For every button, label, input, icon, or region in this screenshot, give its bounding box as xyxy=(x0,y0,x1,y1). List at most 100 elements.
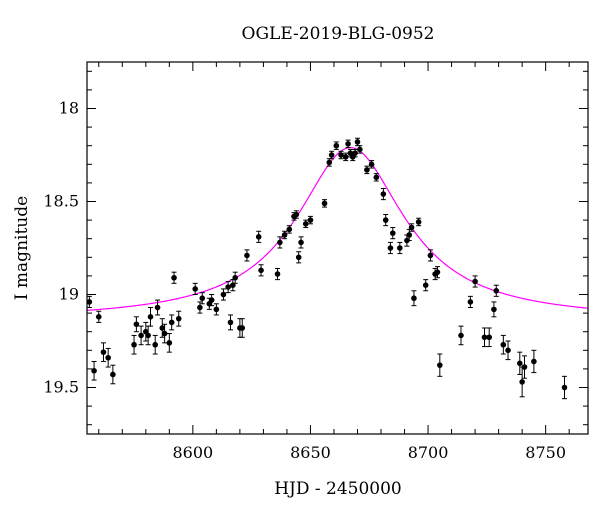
data-point xyxy=(286,225,293,234)
data-point-marker xyxy=(95,314,102,320)
data-point xyxy=(295,251,302,264)
data-point xyxy=(138,325,144,346)
data-point-marker xyxy=(415,219,422,225)
data-point xyxy=(519,366,525,398)
data-point-marker xyxy=(561,384,568,391)
data-point xyxy=(352,148,358,158)
data-point xyxy=(175,310,182,327)
data-point-marker xyxy=(397,245,403,251)
data-point xyxy=(227,314,234,331)
x-axis-label: HJD - 2450000 xyxy=(274,479,402,499)
data-point-marker xyxy=(197,304,203,311)
data-point xyxy=(274,267,281,281)
x-tick-label: 8650 xyxy=(290,443,331,462)
data-point-marker xyxy=(302,221,309,227)
data-point-marker xyxy=(159,325,166,331)
data-point-marker xyxy=(357,146,363,153)
data-point xyxy=(422,279,429,292)
data-point-marker xyxy=(199,295,206,302)
data-point-marker xyxy=(154,304,161,311)
data-point xyxy=(397,241,403,255)
data-point-marker xyxy=(281,232,288,238)
data-point xyxy=(408,223,415,232)
data-point-marker xyxy=(364,167,370,173)
data-point xyxy=(192,282,198,295)
data-point xyxy=(373,173,380,182)
data-point-marker xyxy=(387,245,394,251)
data-point-marker xyxy=(472,278,478,285)
axis-ticks xyxy=(87,62,588,434)
data-point xyxy=(161,323,168,344)
data-point-marker xyxy=(175,315,182,322)
data-point xyxy=(100,342,107,362)
data-point xyxy=(232,271,238,284)
data-point-marker xyxy=(293,211,300,218)
data-point xyxy=(281,230,288,240)
data-point xyxy=(338,150,344,160)
data-point xyxy=(86,295,93,309)
data-point xyxy=(561,375,568,400)
data-point-marker xyxy=(192,286,198,292)
data-point-marker xyxy=(168,319,175,326)
data-point xyxy=(342,152,349,162)
data-point xyxy=(357,145,363,154)
data-point-marker xyxy=(274,271,281,277)
data-point-marker xyxy=(244,252,250,259)
data-point-marker xyxy=(373,174,380,181)
data-point-marker xyxy=(411,295,417,302)
data-point xyxy=(415,217,422,227)
data-point xyxy=(255,230,262,243)
data-point xyxy=(147,307,154,327)
data-point xyxy=(458,325,464,346)
y-tick-label: 19 xyxy=(59,285,79,304)
data-point xyxy=(354,137,361,147)
data-point xyxy=(531,349,537,374)
data-point-marker xyxy=(500,341,507,348)
data-point xyxy=(472,275,478,288)
data-point xyxy=(302,219,309,229)
data-point xyxy=(493,284,500,297)
data-point-marker xyxy=(239,325,246,331)
data-point-marker xyxy=(138,332,144,339)
data-point xyxy=(105,347,111,368)
data-point-marker xyxy=(333,142,340,149)
data-point-marker xyxy=(91,367,97,374)
data-point xyxy=(213,303,220,316)
data-point-marker xyxy=(380,191,387,197)
data-point xyxy=(225,280,231,294)
data-point-marker xyxy=(519,379,525,385)
data-point xyxy=(364,165,370,175)
data-point-marker xyxy=(171,274,177,281)
data-point xyxy=(244,249,250,262)
data-point-marker xyxy=(258,267,264,274)
data-point xyxy=(168,314,175,331)
plot-frame xyxy=(86,61,589,435)
data-point xyxy=(326,158,333,167)
data-point xyxy=(91,360,97,381)
data-point xyxy=(380,187,387,201)
x-tick-label: 8700 xyxy=(408,443,449,462)
data-point xyxy=(208,294,215,307)
data-point-marker xyxy=(307,217,314,223)
data-point-marker xyxy=(220,291,227,298)
data-point xyxy=(521,355,528,379)
data-point xyxy=(500,334,507,355)
x-tick-label: 8750 xyxy=(525,443,566,462)
data-point-marker xyxy=(328,152,335,158)
data-point xyxy=(258,264,264,277)
data-point xyxy=(333,141,340,150)
data-point xyxy=(152,334,159,355)
data-point-marker xyxy=(321,200,328,207)
data-point-marker xyxy=(147,314,154,320)
data-point xyxy=(437,353,443,377)
data-point xyxy=(154,299,161,316)
data-point-marker xyxy=(286,226,293,233)
data-point xyxy=(427,249,434,262)
data-point xyxy=(110,364,116,385)
data-point-marker xyxy=(406,232,413,238)
data-point xyxy=(277,236,283,249)
data-point-marker xyxy=(531,358,537,365)
data-point-marker xyxy=(467,299,474,305)
data-point-marker xyxy=(368,161,375,168)
